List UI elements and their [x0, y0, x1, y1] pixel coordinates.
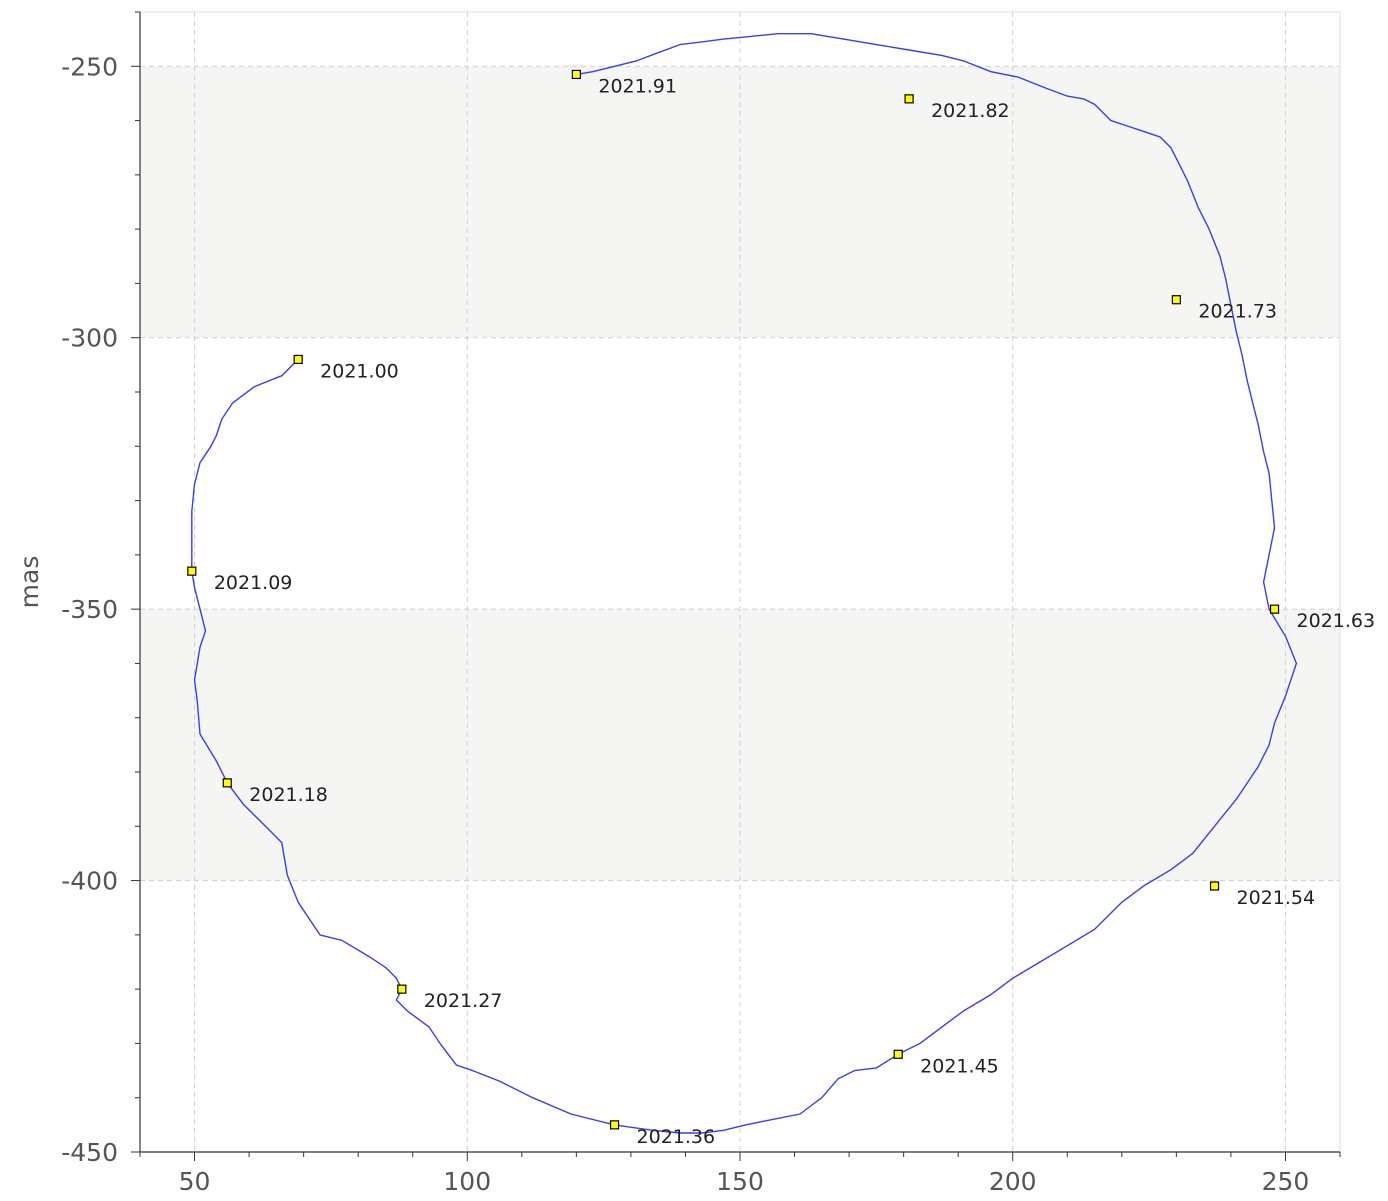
- marker-label: 2021.54: [1237, 887, 1316, 909]
- marker-point: [222, 778, 232, 788]
- y-tick-labels: -250 -300 -350 -400 -450: [61, 52, 118, 1167]
- marker-point: [293, 354, 303, 365]
- marker-point: [904, 94, 914, 104]
- marker-point: [187, 566, 197, 576]
- marker-label: 2021.45: [920, 1055, 999, 1077]
- y-axis-title: mas: [15, 556, 44, 609]
- marker-label: 2021.18: [249, 784, 328, 806]
- x-tick-label: 100: [443, 1167, 491, 1196]
- x-tick-label: 250: [1262, 1167, 1310, 1196]
- axes: [131, 11, 1341, 1161]
- marker-point: [1269, 604, 1280, 614]
- marker-label: 2021.27: [424, 990, 503, 1012]
- y-tick-label: -300: [61, 324, 118, 353]
- y-tick-label: -450: [61, 1138, 118, 1167]
- x-tick-label: 50: [179, 1167, 211, 1196]
- marker-label: 2021.82: [931, 100, 1010, 122]
- y-tick-label: -350: [61, 595, 118, 624]
- y-tick-label: -400: [61, 867, 118, 896]
- marker-label: 2021.91: [598, 75, 677, 97]
- marker-point: [893, 1049, 903, 1059]
- marker-point: [1209, 881, 1220, 891]
- x-tick-label: 200: [989, 1167, 1037, 1196]
- series-line: [191, 33, 1298, 1134]
- marker-label: 2021.00: [320, 360, 399, 382]
- marker-labels: 2021.00 2021.09 2021.18 2021.27 2021.36 2021.…: [214, 75, 1375, 1147]
- marker-label: 2021.63: [1297, 610, 1376, 632]
- x-tick-label: 150: [716, 1167, 764, 1196]
- y-tick-label: -250: [61, 52, 118, 81]
- marker-label: 2021.09: [214, 572, 293, 594]
- markers-group: [187, 69, 1280, 1130]
- marker-point: [397, 984, 407, 994]
- series-group: [191, 33, 1298, 1134]
- marker-point: [571, 69, 581, 80]
- marker-label: 2021.36: [637, 1126, 716, 1148]
- marker-point: [1171, 295, 1181, 305]
- x-tick-labels: 50 100 150 200 250: [179, 1167, 1310, 1196]
- marker-point: [609, 1120, 620, 1130]
- marker-label: 2021.73: [1198, 301, 1277, 323]
